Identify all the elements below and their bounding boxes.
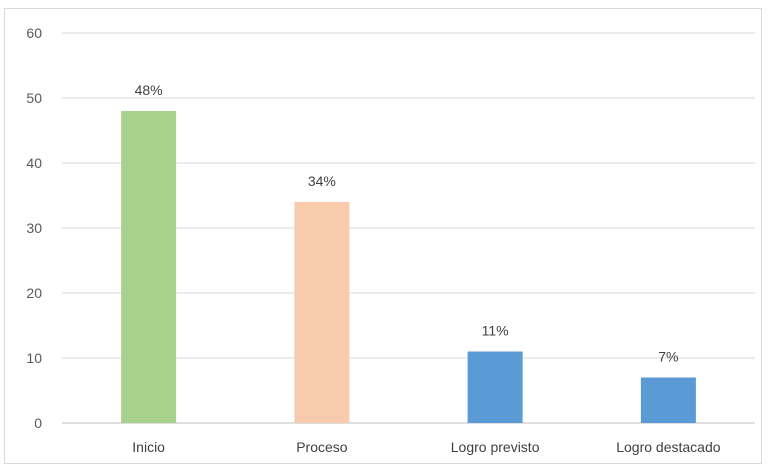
x-category-label: Logro destacado	[616, 439, 721, 455]
data-label: 11%	[482, 323, 509, 339]
y-tick-label: 60	[26, 25, 42, 41]
data-labels: 48% 34% 11% 7%	[135, 82, 679, 365]
x-category-label: Inicio	[132, 439, 165, 455]
x-axis-category-labels: Inicio Proceso Logro previsto Logro destaca…	[132, 439, 720, 455]
y-tick-label: 20	[26, 285, 42, 301]
bar	[121, 111, 177, 423]
x-category-label: Logro previsto	[451, 439, 540, 455]
data-label: 7%	[658, 349, 678, 365]
y-tick-label: 30	[26, 220, 42, 236]
x-category-label: Proceso	[296, 439, 348, 455]
y-tick-label: 40	[26, 155, 42, 171]
y-tick-label: 50	[26, 90, 42, 106]
bar	[294, 202, 350, 423]
y-tick-label: 0	[34, 415, 42, 431]
data-label: 48%	[135, 82, 163, 98]
gridlines	[62, 32, 755, 424]
bar	[640, 377, 696, 423]
y-axis-tick-labels: 0 10 20 30 40 50 60	[26, 25, 42, 431]
y-tick-label: 10	[26, 350, 42, 366]
bars	[121, 111, 696, 423]
data-label: 34%	[308, 173, 336, 189]
bar	[467, 351, 523, 423]
